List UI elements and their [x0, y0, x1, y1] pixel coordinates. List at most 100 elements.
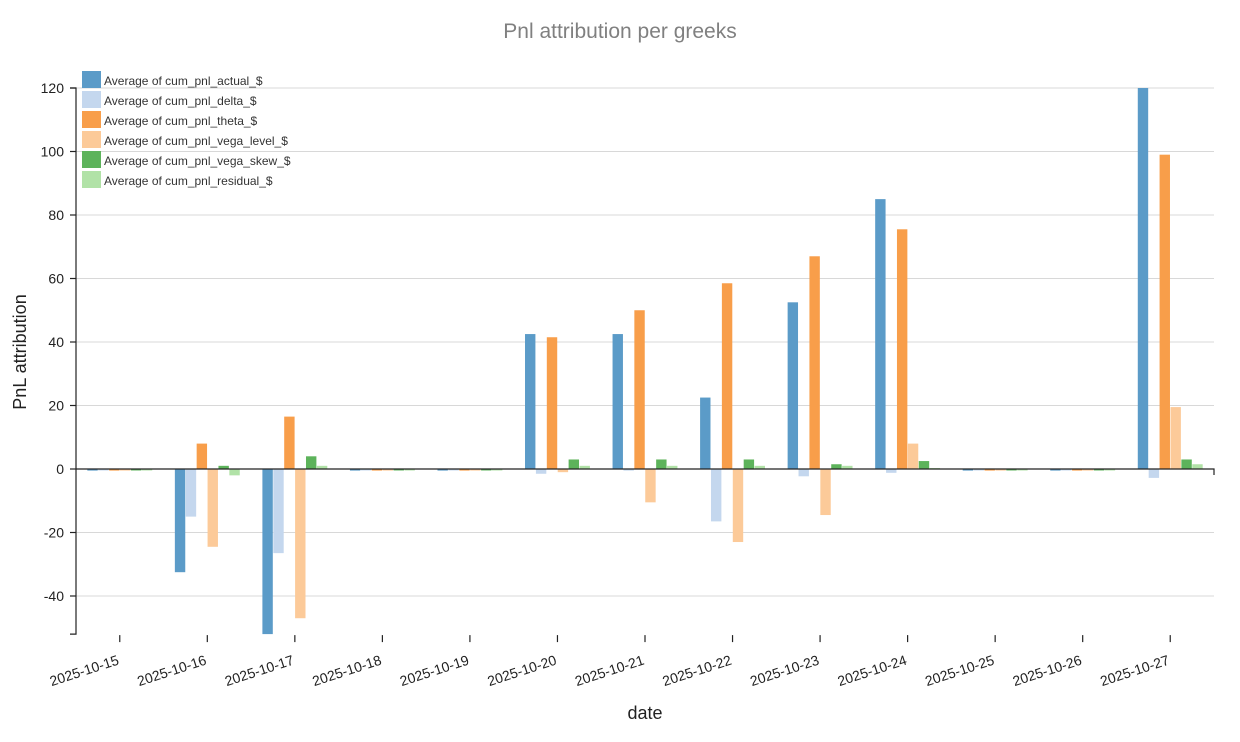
- x-tick-label: 2025-10-21: [573, 652, 646, 689]
- bar-2025-10-21-series-0: [612, 334, 623, 469]
- bar-2025-10-26-series-2: [1072, 469, 1083, 471]
- bar-2025-10-17-series-2: [284, 416, 295, 469]
- y-tick-label: 20: [48, 398, 64, 414]
- bar-2025-10-16-series-0: [174, 469, 186, 573]
- bar-2025-10-26-series-4: [1093, 469, 1105, 471]
- legend-swatch: [82, 171, 101, 188]
- y-tick-label: 80: [48, 207, 64, 223]
- x-tick-label: 2025-10-15: [48, 652, 121, 689]
- bar-2025-10-16-series-1: [185, 469, 197, 517]
- y-tick-label: 120: [41, 80, 65, 96]
- x-tick-label: 2025-10-22: [660, 652, 733, 689]
- x-tick-label: 2025-10-19: [398, 652, 471, 689]
- bar-2025-10-24-series-0: [875, 199, 886, 469]
- bar-2025-10-25-series-3: [995, 469, 1006, 471]
- x-tick-label: 2025-10-24: [835, 652, 908, 689]
- bar-2025-10-22-series-2: [721, 283, 733, 469]
- bars: [87, 88, 1203, 635]
- bar-2025-10-22-series-3: [732, 469, 744, 543]
- bar-2025-10-26-series-0: [1050, 469, 1061, 471]
- bar-2025-10-22-series-4: [743, 459, 755, 469]
- bar-2025-10-24-series-2: [896, 229, 908, 469]
- y-tick-label: 60: [48, 271, 64, 287]
- bar-2025-10-23-series-2: [809, 256, 820, 469]
- x-axis-label: date: [627, 703, 662, 723]
- legend-label: Average of cum_pnl_delta_$: [104, 94, 257, 108]
- bar-2025-10-22-series-5: [754, 465, 765, 469]
- legend-swatch: [82, 71, 101, 88]
- bar-2025-10-19-series-4: [481, 469, 492, 471]
- bar-2025-10-20-series-4: [568, 459, 580, 469]
- legend-label: Average of cum_pnl_vega_skew_$: [104, 154, 291, 168]
- bar-2025-10-15-series-5: [141, 469, 153, 471]
- bar-2025-10-27-series-2: [1159, 154, 1170, 470]
- bar-2025-10-19-series-5: [491, 469, 503, 471]
- bar-2025-10-17-series-1: [273, 469, 284, 554]
- bar-2025-10-25-series-5: [1017, 469, 1028, 471]
- bar-2025-10-24-series-3: [907, 443, 919, 469]
- bar-2025-10-17-series-5: [316, 465, 328, 469]
- bar-2025-10-17-series-3: [295, 469, 306, 619]
- bar-2025-10-17-series-0: [262, 469, 273, 635]
- bar-2025-10-24-series-1: [886, 469, 897, 473]
- y-tick-label: 0: [56, 461, 64, 477]
- x-axis-ticks: 2025-10-15 2025-10-16 2025-10-17 2025-10-18…: [48, 635, 1171, 689]
- legend-swatch: [82, 151, 101, 168]
- y-tick-label: 40: [48, 334, 64, 350]
- bar-2025-10-19-series-0: [437, 469, 448, 471]
- bar-2025-10-15-series-1: [98, 469, 109, 471]
- bar-2025-10-21-series-1: [623, 469, 634, 471]
- x-tick-label: 2025-10-16: [135, 652, 208, 689]
- bar-2025-10-15-series-2: [109, 469, 120, 471]
- bar-2025-10-15-series-4: [130, 469, 142, 471]
- bar-2025-10-19-series-3: [470, 469, 481, 471]
- bar-2025-10-26-series-5: [1104, 469, 1116, 471]
- x-tick-label: 2025-10-26: [1011, 652, 1084, 689]
- bar-2025-10-16-series-4: [218, 465, 229, 469]
- x-tick-label: 2025-10-27: [1098, 652, 1171, 689]
- bar-2025-10-18-series-3: [382, 469, 394, 471]
- bar-2025-10-20-series-1: [535, 469, 547, 474]
- bar-2025-10-22-series-0: [700, 397, 711, 469]
- y-tick-label: -20: [44, 525, 64, 541]
- bar-2025-10-17-series-4: [305, 456, 317, 469]
- y-axis-line: [70, 87, 77, 635]
- bar-2025-10-15-series-3: [120, 469, 131, 471]
- bar-2025-10-20-series-2: [546, 337, 558, 469]
- x-tick-label: 2025-10-20: [485, 652, 558, 689]
- bar-2025-10-26-series-1: [1061, 469, 1072, 471]
- bar-2025-10-21-series-5: [667, 465, 678, 469]
- legend-label: Average of cum_pnl_theta_$: [104, 114, 258, 128]
- bar-2025-10-16-series-5: [229, 469, 240, 476]
- bar-2025-10-25-series-2: [984, 469, 995, 471]
- y-axis-ticks: -40 -20 0 20 40 60 80 100 120: [41, 80, 76, 604]
- bar-2025-10-27-series-3: [1170, 407, 1181, 469]
- x-tick-label: 2025-10-18: [310, 652, 383, 689]
- bar-2025-10-24-series-4: [918, 461, 930, 469]
- bar-2025-10-23-series-3: [820, 469, 831, 516]
- bar-2025-10-18-series-0: [349, 469, 361, 471]
- legend-swatch: [82, 131, 101, 148]
- legend-label: Average of cum_pnl_actual_$: [104, 74, 263, 88]
- bar-2025-10-20-series-3: [557, 469, 569, 473]
- bar-2025-10-25-series-0: [962, 469, 974, 471]
- bar-2025-10-21-series-3: [645, 469, 656, 503]
- bar-2025-10-18-series-1: [360, 469, 372, 471]
- bar-2025-10-20-series-0: [525, 334, 536, 469]
- legend-swatch: [82, 111, 101, 128]
- bar-2025-10-18-series-2: [371, 469, 383, 471]
- bar-2025-10-20-series-5: [579, 465, 590, 469]
- legend-swatch: [82, 91, 101, 108]
- bar-2025-10-27-series-5: [1192, 464, 1203, 469]
- y-tick-label: -40: [44, 588, 64, 604]
- bar-2025-10-18-series-4: [393, 469, 404, 471]
- x-tick-label: 2025-10-23: [748, 652, 821, 689]
- bar-2025-10-19-series-1: [448, 469, 459, 471]
- bar-2025-10-16-series-3: [207, 469, 218, 547]
- legend-label: Average of cum_pnl_residual_$: [104, 174, 273, 188]
- y-axis-label: PnL attribution: [10, 294, 30, 409]
- bar-2025-10-21-series-4: [656, 459, 667, 469]
- bar-2025-10-21-series-2: [634, 310, 645, 469]
- chart-title: Pnl attribution per greeks: [503, 20, 736, 43]
